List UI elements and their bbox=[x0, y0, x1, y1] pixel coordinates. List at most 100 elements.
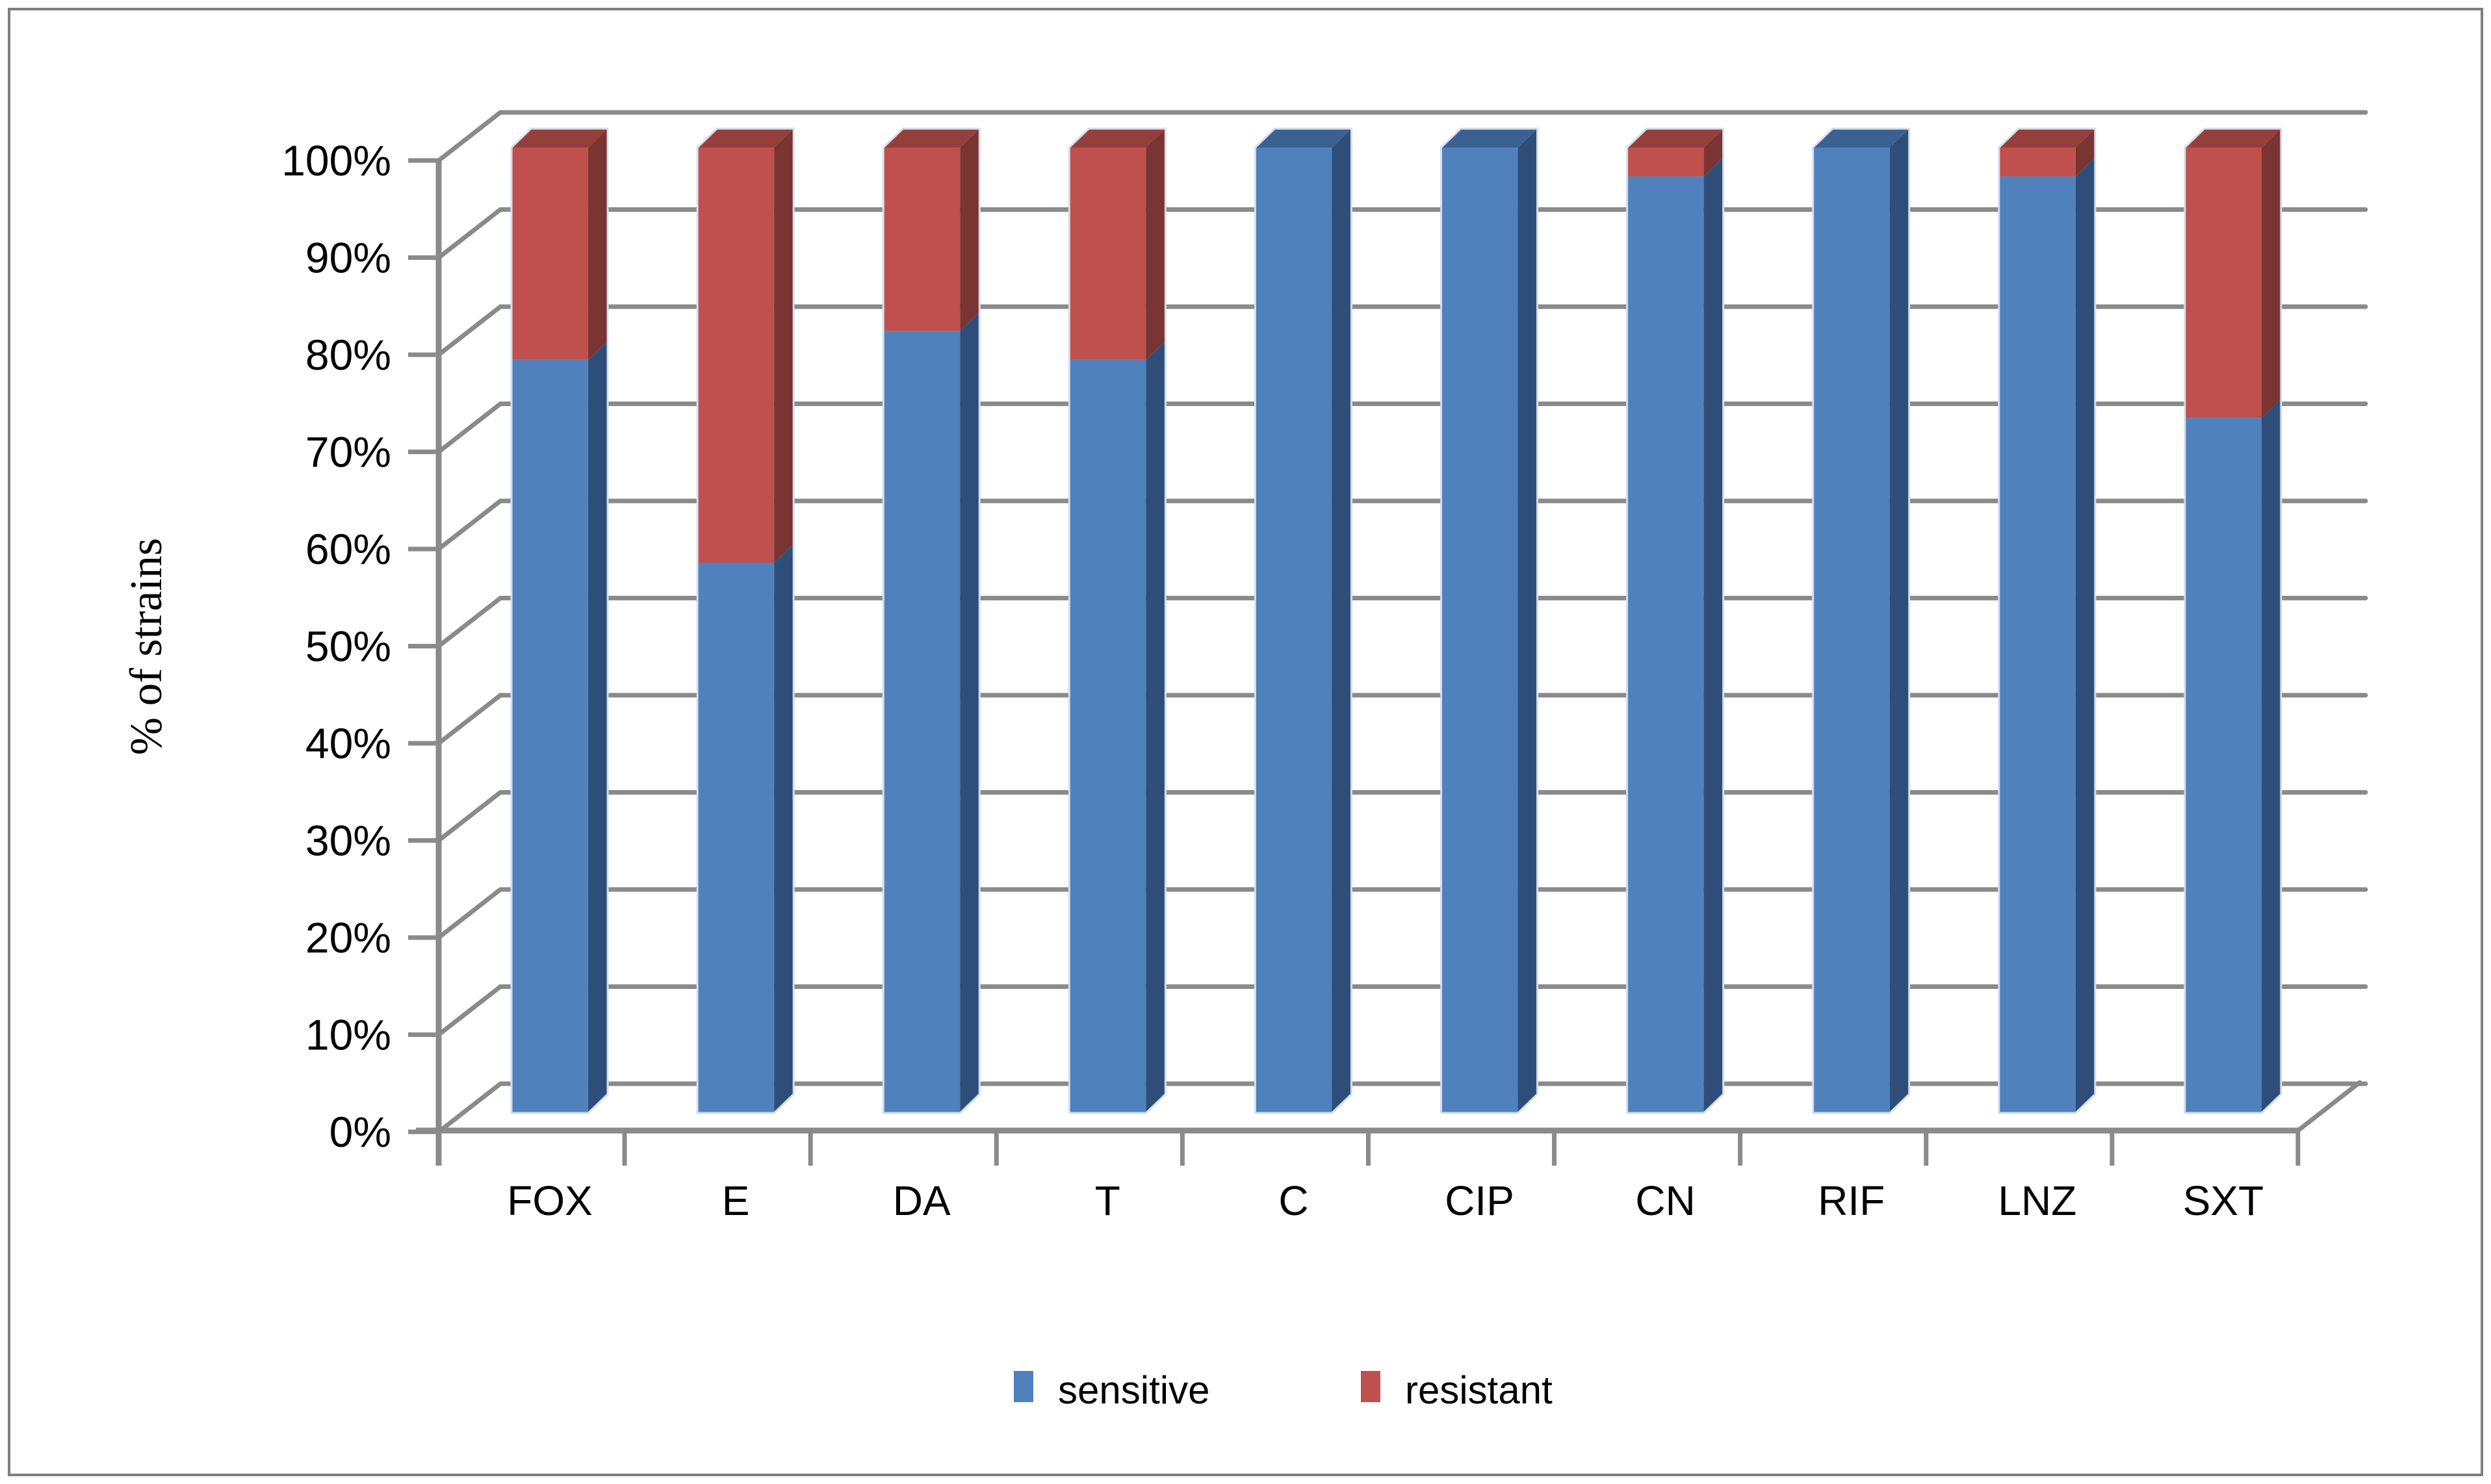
bar-T[interactable] bbox=[1068, 127, 1167, 1114]
bar-segment-SXT-resistant[interactable] bbox=[2184, 147, 2262, 418]
bar-segment-CIP-sensitive[interactable] bbox=[1441, 147, 1518, 1113]
x-category-label: C bbox=[1278, 1177, 1308, 1224]
bar-top-CN bbox=[1627, 129, 1723, 147]
legend-swatch-sensitive bbox=[1014, 1371, 1033, 1402]
bar-E[interactable] bbox=[696, 127, 795, 1114]
x-category-label: CN bbox=[1635, 1177, 1695, 1224]
x-category-label: T bbox=[1095, 1177, 1120, 1224]
bar-C[interactable] bbox=[1254, 127, 1352, 1114]
gridline-depth-connector bbox=[436, 498, 503, 552]
bar-segment-T-resistant[interactable] bbox=[1069, 147, 1146, 360]
bar-segment-LNZ-resistant[interactable] bbox=[1998, 147, 2076, 177]
bar-side-DA-sensitive bbox=[960, 312, 980, 1114]
bar-top-DA bbox=[883, 129, 980, 147]
bar-side-CIP-sensitive bbox=[1517, 129, 1538, 1113]
bar-top-CIP bbox=[1441, 129, 1538, 147]
bar-outline bbox=[1440, 127, 1539, 1114]
y-tick-label: 20% bbox=[305, 914, 391, 962]
bar-side-C-sensitive bbox=[1332, 129, 1352, 1113]
bar-RIF[interactable] bbox=[1812, 127, 1911, 1114]
gridline-depth-connector bbox=[436, 402, 503, 454]
bar-top-SXT bbox=[2184, 129, 2281, 147]
bar-segment-DA-resistant[interactable] bbox=[883, 147, 961, 331]
bar-segment-FOX-sensitive[interactable] bbox=[511, 359, 589, 1114]
gridline-depth-connector bbox=[436, 790, 503, 843]
figure-border bbox=[8, 8, 2483, 1476]
x-category-label: SXT bbox=[2183, 1177, 2264, 1224]
bar-side-FOX-sensitive bbox=[588, 340, 608, 1114]
legend-label-sensitive: sensitive bbox=[1058, 1368, 1209, 1412]
floor-right-depth-edge bbox=[2295, 1080, 2362, 1133]
bar-segment-E-resistant[interactable] bbox=[697, 147, 775, 563]
bar-side-SXT-sensitive bbox=[2261, 399, 2281, 1113]
bar-CIP[interactable] bbox=[1440, 127, 1539, 1114]
bar-outline bbox=[696, 127, 795, 1114]
bar-segment-SXT-sensitive[interactable] bbox=[2184, 418, 2262, 1113]
bar-side-CN-sensitive bbox=[1703, 157, 1723, 1114]
bar-top-RIF bbox=[1813, 129, 1909, 147]
gridline-depth-connector bbox=[436, 207, 503, 260]
bar-SXT[interactable] bbox=[2184, 127, 2282, 1114]
gridline-depth-connector bbox=[436, 304, 503, 357]
bar-segment-FOX-resistant[interactable] bbox=[511, 147, 589, 360]
legend: sensitive resistant bbox=[1014, 1368, 1553, 1412]
x-category-label: DA bbox=[893, 1177, 951, 1224]
gridline-depth-connector bbox=[436, 110, 503, 163]
bar-side-SXT-resistant bbox=[2261, 129, 2281, 418]
y-tick-label: 40% bbox=[305, 719, 391, 767]
legend-item-resistant[interactable]: resistant bbox=[1361, 1368, 1553, 1412]
bar-segment-T-sensitive[interactable] bbox=[1069, 359, 1146, 1114]
gridline-depth-connector bbox=[436, 693, 503, 746]
y-axis-title: % of strains bbox=[122, 538, 172, 755]
bar-segment-CN-resistant[interactable] bbox=[1627, 147, 1704, 177]
bar-segment-C-sensitive[interactable] bbox=[1255, 147, 1332, 1113]
gridline-depth-connector bbox=[436, 1081, 503, 1134]
axes-group bbox=[408, 158, 2362, 1166]
y-tick-label: 50% bbox=[305, 622, 391, 671]
bar-FOX[interactable] bbox=[510, 127, 609, 1114]
legend-swatch-resistant bbox=[1361, 1371, 1380, 1402]
bar-segment-RIF-sensitive[interactable] bbox=[1813, 147, 1890, 1113]
bar-side-CN-resistant bbox=[1703, 129, 1723, 177]
bar-LNZ[interactable] bbox=[1998, 127, 2097, 1114]
bar-side-T-resistant bbox=[1146, 129, 1166, 360]
bar-top-E bbox=[697, 129, 794, 147]
bar-outline bbox=[1812, 127, 1911, 1114]
x-category-label: E bbox=[722, 1177, 750, 1224]
bar-outline bbox=[1998, 127, 2097, 1114]
y-tick-label: 80% bbox=[305, 331, 391, 379]
bar-top-FOX bbox=[511, 129, 608, 147]
bar-segment-CN-sensitive[interactable] bbox=[1627, 176, 1704, 1114]
bar-outline bbox=[1068, 127, 1167, 1114]
bar-segment-LNZ-sensitive[interactable] bbox=[1998, 176, 2076, 1114]
bar-side-RIF-sensitive bbox=[1889, 129, 1909, 1113]
bar-outline bbox=[1626, 127, 1725, 1114]
y-tick-label: 90% bbox=[305, 234, 391, 282]
bar-outline bbox=[882, 127, 981, 1114]
bar-CN[interactable] bbox=[1626, 127, 1725, 1114]
y-tick-label: 100% bbox=[281, 136, 391, 185]
bar-top-C bbox=[1255, 129, 1352, 147]
bar-side-LNZ-resistant bbox=[2075, 129, 2095, 177]
y-tick-label: 60% bbox=[305, 525, 391, 573]
gridline-depth-connector bbox=[436, 984, 503, 1037]
bar-side-FOX-resistant bbox=[588, 129, 608, 360]
axis-labels-group: 100% 90% 80% 70% 60% 50% 40% 30% 20% 10% 0% FOX E DA T… bbox=[281, 136, 2264, 1224]
x-category-label: RIF bbox=[1818, 1177, 1885, 1224]
bar-segment-DA-sensitive[interactable] bbox=[883, 331, 961, 1114]
bar-DA[interactable] bbox=[882, 127, 981, 1114]
gridline-depth-connector bbox=[436, 887, 503, 940]
y-tick-label: 0% bbox=[329, 1108, 391, 1156]
bar-segment-E-sensitive[interactable] bbox=[697, 562, 775, 1113]
legend-item-sensitive[interactable]: sensitive bbox=[1014, 1368, 1209, 1412]
bar-top-LNZ bbox=[1998, 129, 2095, 147]
bar-top-T bbox=[1069, 129, 1166, 147]
gridline-depth-connector bbox=[436, 596, 503, 648]
y-tick-label: 70% bbox=[305, 428, 391, 476]
bar-outline bbox=[1254, 127, 1352, 1114]
x-category-label: CIP bbox=[1445, 1177, 1514, 1224]
bar-side-E-sensitive bbox=[774, 543, 794, 1113]
x-category-label: LNZ bbox=[1998, 1177, 2076, 1224]
